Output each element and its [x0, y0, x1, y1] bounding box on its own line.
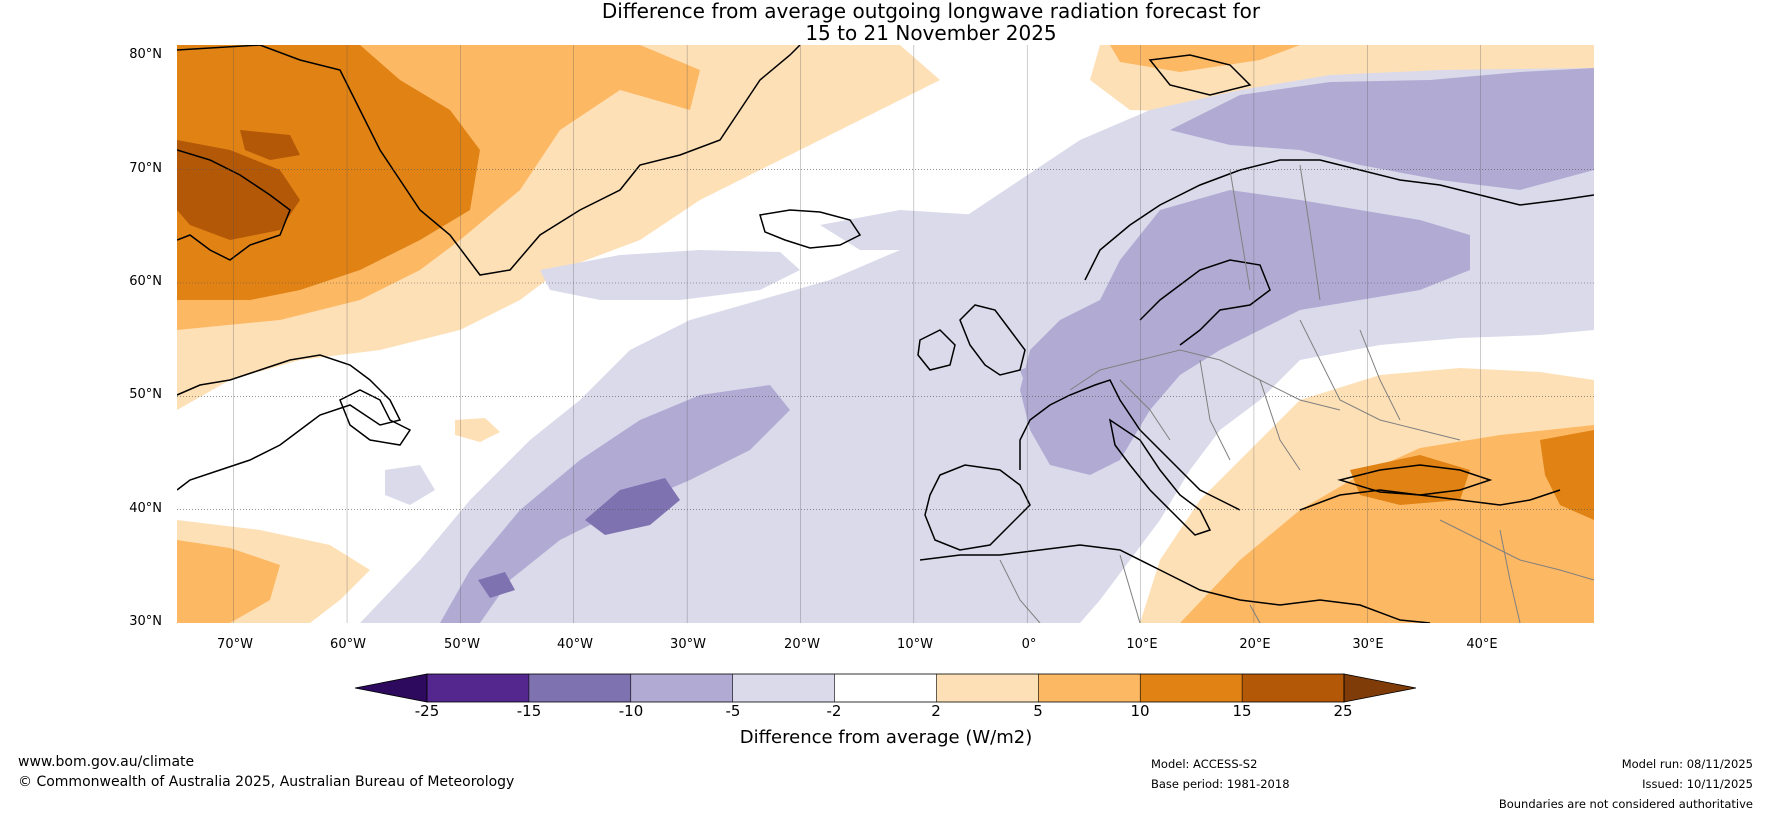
lon-label-30e: 30°E: [1352, 637, 1384, 652]
colorbar-tick: 25: [1333, 702, 1353, 720]
coast-greenland-west: [177, 149, 291, 261]
lon-label-0: 0°: [1021, 637, 1037, 652]
lon-label-30w: 30°W: [670, 637, 706, 652]
region-15-25-patch: [240, 130, 300, 160]
lat-label-60n: 60°N: [129, 274, 162, 289]
lat-label-30n: 30°N: [129, 614, 162, 629]
region-10-15-greenland: [177, 45, 480, 300]
colorbar-outline: [426, 673, 1345, 703]
footer-copyright: © Commonwealth of Australia 2025, Austra…: [18, 774, 515, 790]
colorbar-extend-high: [1343, 673, 1417, 703]
colorbar-segment: [630, 674, 733, 702]
colorbar-segment: [834, 674, 937, 702]
region-neg2-neg5-atlantic-west: [540, 250, 800, 300]
footer-disclaimer: Boundaries are not considered authoritat…: [1498, 797, 1753, 811]
lon-label-40e: 40°E: [1466, 637, 1498, 652]
colorbar-extend-low: [354, 673, 428, 703]
colorbar-tick: 10: [1130, 702, 1150, 720]
lon-label-50w: 50°W: [444, 637, 480, 652]
coast-baltic: [1139, 259, 1271, 346]
region-neg10-neg15-atlantic: [585, 478, 680, 535]
coast-europe-mainland: [1019, 379, 1241, 511]
coast-greenland: [177, 45, 801, 276]
region-15-25-greenland-west: [177, 140, 300, 240]
coastlines: [177, 45, 1594, 623]
borders-eastern-europe: [1299, 319, 1461, 441]
region-neg10-neg15-small: [478, 572, 515, 598]
coast-north-africa: [919, 544, 1431, 623]
lon-label-20w: 20°W: [784, 637, 820, 652]
country-borders: [999, 164, 1594, 623]
title-line-2: 15 to 21 November 2025: [805, 21, 1057, 45]
coast-norway-russia: [1084, 159, 1594, 281]
coast-black-sea: [1337, 464, 1493, 496]
lat-label-50n: 50°N: [129, 387, 162, 402]
coast-italy: [1108, 418, 1212, 536]
colorbar: [354, 673, 1417, 703]
colorbar-tick: 2: [931, 702, 941, 720]
lat-label-40n: 40°N: [129, 501, 162, 516]
borders-scandinavia: [1229, 164, 1321, 301]
colorbar-segment: [1038, 674, 1141, 702]
colorbar-segment: [732, 674, 835, 702]
lon-label-20e: 20°E: [1239, 637, 1271, 652]
coast-labrador: [177, 354, 402, 491]
lat-label-70n: 70°N: [129, 161, 162, 176]
coast-svalbard: [1148, 54, 1252, 96]
colorbar-segment: [1242, 674, 1344, 702]
lon-label-10w: 10°W: [897, 637, 933, 652]
lat-label-80n: 80°N: [129, 47, 162, 62]
borders-central-europe: [1069, 349, 1341, 471]
region-10-15-levant: [1540, 430, 1594, 520]
map-field: [177, 45, 1594, 623]
region-neg5-neg10-scandinavia: [1020, 190, 1470, 475]
footer-model: Model: ACCESS-S2: [1151, 757, 1258, 771]
colorbar-tick: -2: [826, 702, 842, 720]
footer-model-run: Model run: 08/11/2025: [1621, 757, 1753, 771]
lon-label-40w: 40°W: [557, 637, 593, 652]
coast-turkey: [1299, 489, 1561, 511]
region-2-5-small-patch: [455, 418, 500, 442]
colorbar-tick: -10: [618, 702, 644, 720]
coast-uk: [959, 304, 1026, 376]
region-5-10-southeast: [1180, 425, 1594, 623]
lon-label-70w: 70°W: [217, 637, 253, 652]
coast-ireland: [917, 329, 956, 371]
coast-newfoundland: [339, 389, 412, 446]
colorbar-segment: [427, 674, 529, 702]
lon-label-60w: 60°W: [330, 637, 366, 652]
coast-iberia: [924, 464, 1031, 551]
lon-label-10e: 10°E: [1126, 637, 1158, 652]
region-neg5-neg10-france: [1020, 355, 1080, 400]
footer-base-period: Base period: 1981-2018: [1151, 777, 1290, 791]
region-neg2-neg5-iceland-south: [820, 210, 1000, 250]
colorbar-segment: [528, 674, 631, 702]
borders-middle-east: [1439, 519, 1594, 623]
region-neg5-neg10-arctic: [1170, 68, 1594, 190]
region-neg2-neg5-small: [385, 465, 435, 505]
colorbar-tick: 5: [1033, 702, 1043, 720]
footer-website: www.bom.gov.au/climate: [18, 754, 195, 770]
gridlines: [177, 45, 1594, 623]
borders-north-africa: [999, 554, 1261, 623]
coast-iceland: [759, 209, 862, 249]
colorbar-segment: [1140, 674, 1243, 702]
colorbar-label: Difference from average (W/m2): [739, 727, 1033, 748]
colorbar-tick: 15: [1232, 702, 1252, 720]
colorbar-tick: -5: [725, 702, 741, 720]
colorbar-segment: [936, 674, 1039, 702]
colorbar-tick: -15: [516, 702, 542, 720]
region-5-10-southwest: [177, 540, 280, 623]
footer-issued: Issued: 10/11/2025: [1642, 777, 1753, 791]
title-line-1: Difference from average outgoing longwav…: [601, 0, 1261, 23]
colorbar-tick: -25: [414, 702, 440, 720]
